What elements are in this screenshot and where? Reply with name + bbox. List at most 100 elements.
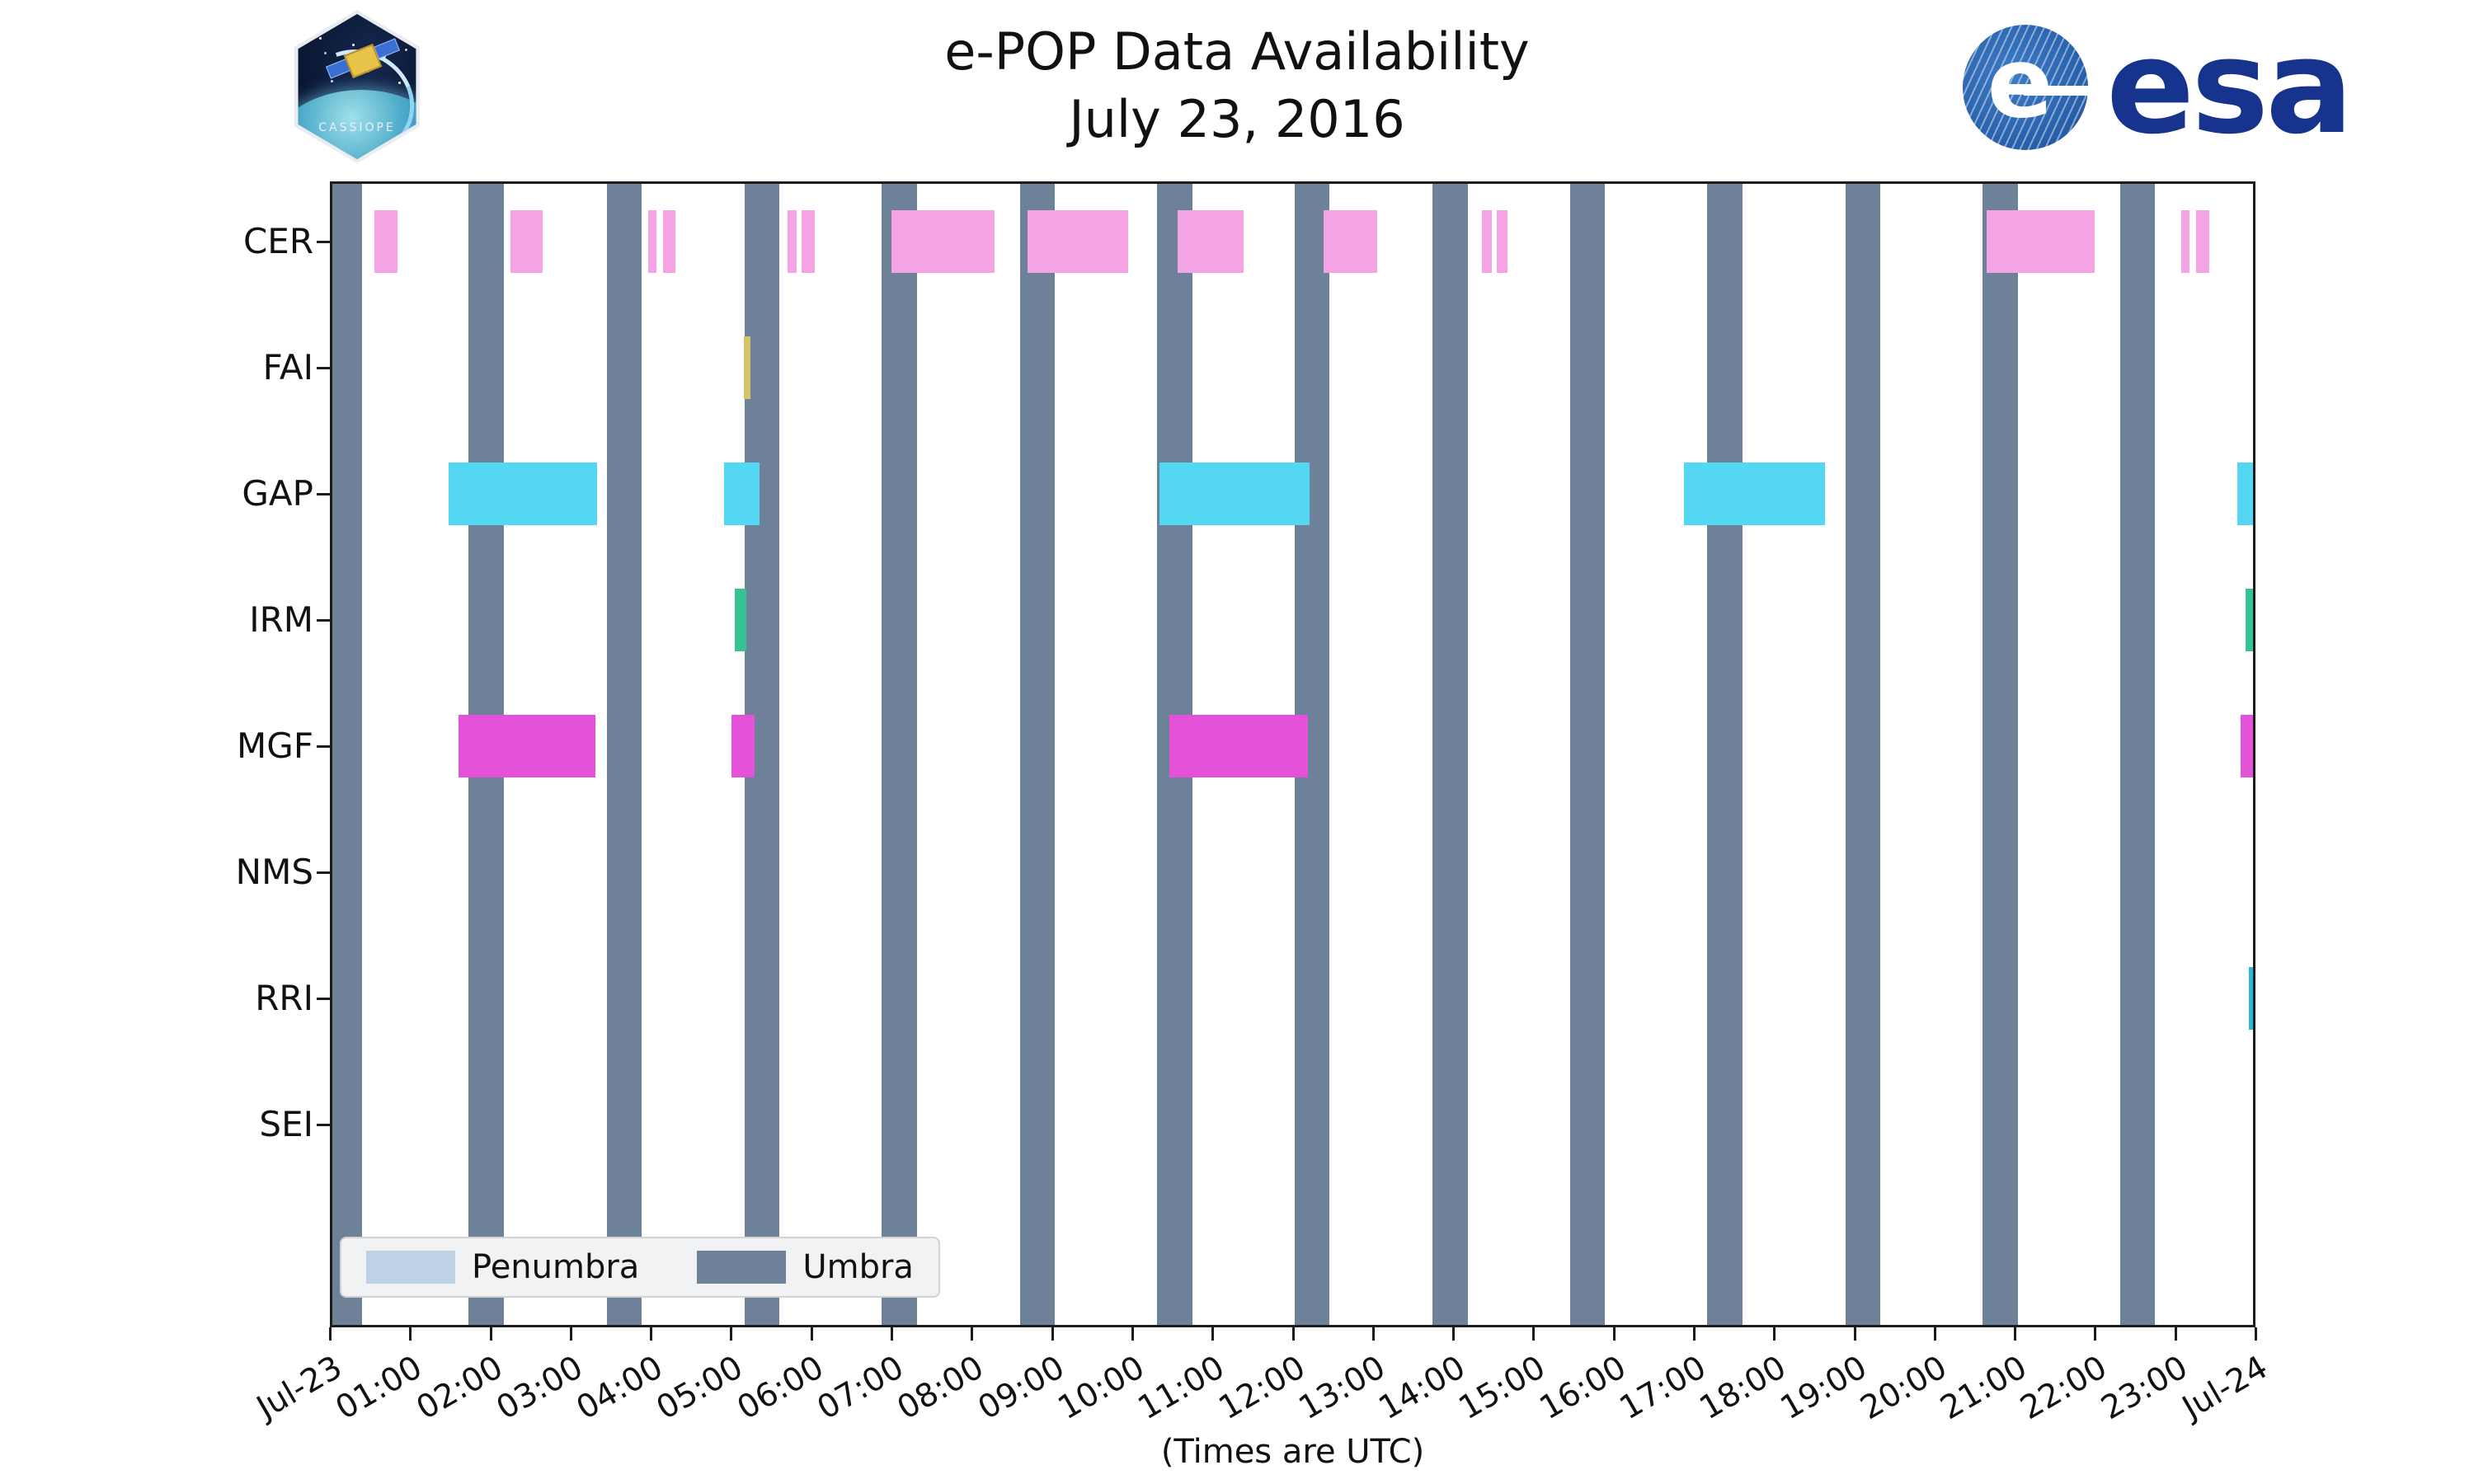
stars-decoration [319, 37, 322, 40]
availability-bar-mgf [458, 715, 596, 777]
x-tick [1853, 1327, 1856, 1341]
x-tick [1051, 1327, 1054, 1341]
x-tick [489, 1327, 492, 1341]
plot-area [330, 181, 2255, 1327]
y-tick [317, 367, 330, 369]
esa-wordmark: esa [2106, 12, 2354, 163]
y-tick-label-nms: NMS [235, 852, 313, 892]
availability-bar-cer [1496, 210, 1508, 273]
umbra-swatch [697, 1251, 787, 1284]
esa-emblem-icon: e [1963, 25, 2088, 150]
x-tick [891, 1327, 894, 1341]
legend-item-penumbra: Penumbra [366, 1248, 639, 1286]
x-tick [569, 1327, 572, 1341]
x-tick [2174, 1327, 2177, 1341]
availability-bar-fai [744, 336, 750, 399]
umbra-label: Umbra [802, 1248, 914, 1286]
y-tick [317, 493, 330, 495]
y-tick-label-gap: GAP [242, 473, 313, 514]
x-tick [1371, 1327, 1375, 1341]
x-tick [810, 1327, 813, 1341]
umbra-bar [1707, 181, 1743, 1327]
availability-bar-cer [787, 210, 797, 273]
y-tick-label-mgf: MGF [237, 726, 313, 766]
x-tick [2255, 1327, 2257, 1341]
x-tick [1452, 1327, 1456, 1341]
cassiope-mission-patch: CASSIOPE [294, 10, 421, 163]
y-tick [317, 1124, 330, 1126]
x-tick [1692, 1327, 1696, 1341]
availability-bar-cer [1482, 210, 1492, 273]
x-tick [1933, 1327, 1936, 1341]
availability-bar-cer [374, 210, 397, 273]
chart-subtitle: July 23, 2016 [1069, 88, 1405, 149]
esa-logo: e esa [1963, 12, 2354, 163]
x-tick [971, 1327, 974, 1341]
y-tick-label-cer: CER [242, 221, 313, 261]
umbra-bar [2119, 181, 2156, 1327]
y-tick-label-rri: RRI [255, 978, 313, 1018]
availability-bar-irm [735, 589, 746, 651]
umbra-bar [606, 181, 642, 1327]
penumbra-swatch [366, 1251, 455, 1284]
y-tick [317, 241, 330, 243]
x-tick [650, 1327, 653, 1341]
availability-bar-mgf [731, 715, 755, 777]
legend: Penumbra Umbra [340, 1237, 940, 1298]
legend-item-umbra: Umbra [697, 1248, 914, 1286]
y-tick [317, 745, 330, 748]
availability-bar-cer [648, 210, 656, 273]
x-tick [2014, 1327, 2017, 1341]
x-tick [1532, 1327, 1536, 1341]
umbra-bar [330, 181, 362, 1327]
availability-bar-cer [2181, 210, 2190, 273]
penumbra-label: Penumbra [472, 1248, 640, 1286]
availability-bar-cer [1987, 210, 2095, 273]
availability-bar-gap [723, 463, 760, 525]
cassiope-patch-art: CASSIOPE [298, 14, 416, 159]
y-tick [317, 871, 330, 874]
availability-bar-cer [2196, 210, 2209, 273]
y-tick [317, 619, 330, 622]
y-tick-label-irm: IRM [249, 599, 313, 640]
esa-e-glyph: e [1987, 26, 2053, 140]
availability-bar-mgf [2240, 715, 2255, 777]
x-tick [2094, 1327, 2097, 1341]
esa-e-tail [2024, 86, 2088, 96]
umbra-bar [1019, 181, 1055, 1327]
availability-bar-gap [1159, 463, 1310, 525]
availability-bar-gap [2236, 463, 2255, 525]
x-tick [730, 1327, 733, 1341]
x-tick [1131, 1327, 1134, 1341]
availability-bar-cer [891, 210, 995, 273]
availability-bar-cer [1324, 210, 1377, 273]
x-tick [1291, 1327, 1295, 1341]
x-tick [1612, 1327, 1616, 1341]
umbra-bar [1982, 181, 2018, 1327]
y-tick-label-sei: SEI [259, 1104, 313, 1144]
availability-bar-cer [802, 210, 815, 273]
x-tick [1211, 1327, 1215, 1341]
availability-bar-gap [448, 463, 597, 525]
availability-bar-cer [510, 210, 543, 273]
umbra-bar [1845, 181, 1880, 1327]
x-tick [409, 1327, 412, 1341]
availability-bar-irm [2246, 589, 2255, 651]
availability-bar-gap [1684, 463, 1825, 525]
x-tick [329, 1327, 332, 1341]
availability-bar-cer [662, 210, 676, 273]
y-tick-label-fai: FAI [262, 347, 313, 387]
title-block: e-POP Data Availability July 23, 2016 [0, 18, 2474, 153]
availability-bar-rri [2249, 967, 2255, 1030]
chart-title: e-POP Data Availability [944, 21, 1530, 82]
x-axis-label: (Times are UTC) [1160, 1433, 1425, 1471]
availability-bar-mgf [1169, 715, 1308, 777]
y-tick [317, 998, 330, 1000]
availability-bar-cer [1028, 210, 1129, 273]
cassiope-patch-text: CASSIOPE [318, 121, 396, 134]
x-tick [1773, 1327, 1776, 1341]
umbra-bar [882, 181, 918, 1327]
umbra-bar [1432, 181, 1468, 1327]
availability-bar-cer [1178, 210, 1244, 273]
